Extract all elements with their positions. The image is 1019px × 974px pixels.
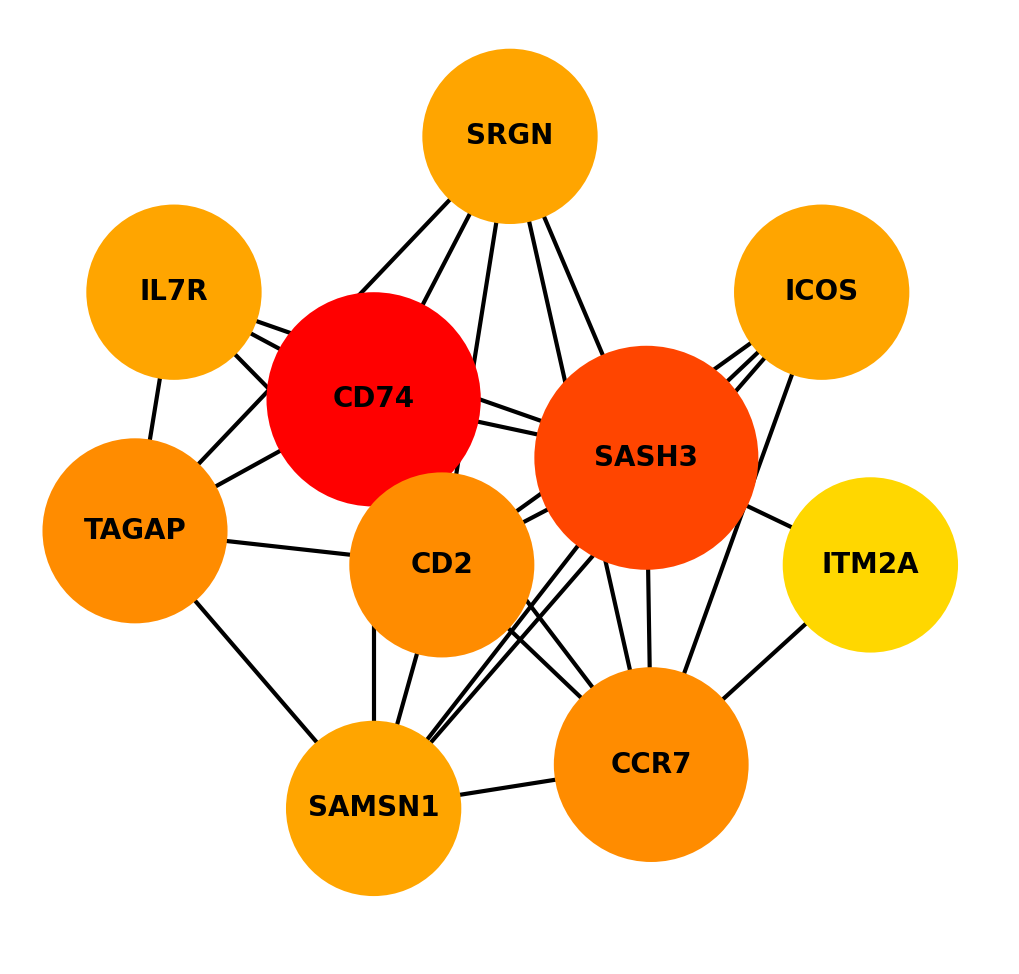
- Text: ITM2A: ITM2A: [820, 551, 918, 579]
- Circle shape: [553, 667, 748, 862]
- Circle shape: [734, 205, 909, 380]
- Text: TAGAP: TAGAP: [84, 517, 186, 544]
- Circle shape: [348, 472, 534, 657]
- Text: SAMSN1: SAMSN1: [308, 795, 439, 822]
- Circle shape: [43, 438, 227, 623]
- Circle shape: [266, 292, 480, 506]
- Circle shape: [782, 477, 957, 653]
- Circle shape: [87, 205, 261, 380]
- Circle shape: [422, 49, 597, 224]
- Text: ICOS: ICOS: [784, 279, 858, 306]
- Text: CD2: CD2: [410, 551, 473, 579]
- Text: CCR7: CCR7: [610, 751, 691, 778]
- Text: IL7R: IL7R: [140, 279, 208, 306]
- Text: SRGN: SRGN: [466, 123, 553, 150]
- Text: CD74: CD74: [332, 386, 415, 413]
- Circle shape: [285, 721, 461, 896]
- Circle shape: [534, 346, 758, 570]
- Text: SASH3: SASH3: [594, 444, 698, 471]
